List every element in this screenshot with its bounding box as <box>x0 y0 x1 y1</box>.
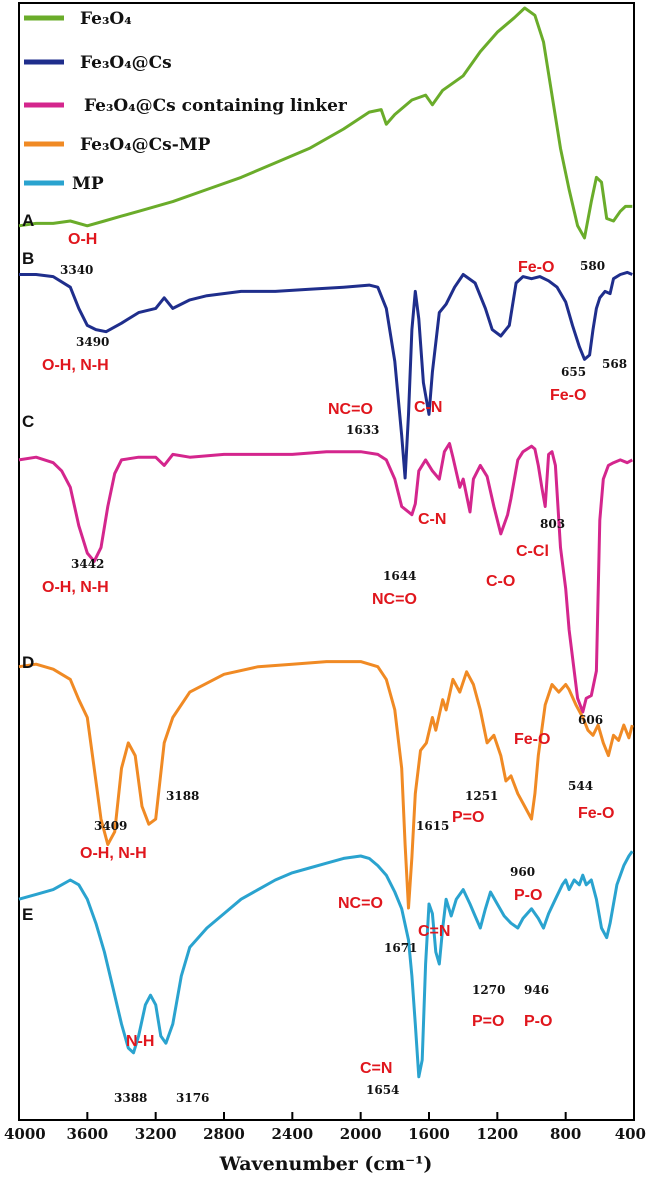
x-tick-label: 2000 <box>340 1125 382 1143</box>
series-line-d <box>18 660 634 910</box>
panel-letter: B <box>22 249 34 268</box>
plot-frame <box>18 2 635 1121</box>
legend-label-fe3o4-cs-mp: Fe₃O₄@Cs-MP <box>80 135 211 155</box>
peak-label: 1644 <box>383 569 416 583</box>
legend-label-fe3o4-cs: Fe₃O₄@Cs <box>80 53 172 73</box>
peak-label: 1671 <box>384 941 417 955</box>
x-axis-title: Wavenumber (cm⁻¹) <box>219 1153 433 1175</box>
peak-label: 3442 <box>71 557 104 571</box>
legend-label-mp: MP <box>72 174 104 194</box>
x-tick-label: 2400 <box>271 1125 313 1143</box>
series-layer <box>18 6 634 1079</box>
x-tick-label: 3600 <box>66 1125 108 1143</box>
panel-letter: C <box>22 412 34 431</box>
annotation-label: C=N <box>418 923 450 940</box>
annotation-label: Fe-O <box>578 805 614 822</box>
peak-label: 544 <box>568 779 593 793</box>
annotation-label: C-N <box>418 511 446 528</box>
annotation-label: Fe-O <box>550 387 586 404</box>
annotation-label: O-H <box>68 231 97 248</box>
x-tick-label: 3200 <box>135 1125 177 1143</box>
peak-label: 3176 <box>176 1091 209 1105</box>
annotation-label: C-Cl <box>516 543 549 560</box>
legend-label-linker: Fe₃O₄@Cs containing linker <box>84 96 348 116</box>
peak-label: 960 <box>510 865 535 879</box>
annotation-label: C=N <box>360 1060 392 1077</box>
peak-label: 580 <box>580 259 605 273</box>
peak-label: 3409 <box>94 819 127 833</box>
annotation-label: NC=O <box>338 895 383 912</box>
series-line-c <box>18 442 634 714</box>
panel-letter: A <box>22 211 34 230</box>
annotation-label: N-H <box>126 1033 154 1050</box>
series-line-a <box>18 6 633 240</box>
x-axis: 4000 3600 3200 2800 2400 2000 1600 1200 800 400 <box>4 1112 646 1143</box>
peak-label: 3340 <box>60 263 93 277</box>
x-tick-label: 1200 <box>476 1125 518 1143</box>
peak-label: 1270 <box>472 983 505 997</box>
annotation-label: Fe-O <box>518 259 554 276</box>
annotation-label: P=O <box>472 1013 504 1030</box>
annotation-label: O-H, N-H <box>80 845 147 862</box>
annotation-label: P-O <box>514 887 542 904</box>
x-tick-label: 2800 <box>203 1125 245 1143</box>
peak-label: 1654 <box>366 1083 399 1097</box>
series-line-e <box>18 850 634 1079</box>
peak-label: 1615 <box>416 819 449 833</box>
annotation-label: O-H, N-H <box>42 357 109 374</box>
peak-label: 655 <box>561 365 586 379</box>
peak-label: 3490 <box>76 335 109 349</box>
peak-label: 3388 <box>114 1091 147 1105</box>
peak-label: 606 <box>578 713 603 727</box>
panel-letter: D <box>22 653 34 672</box>
annotation-label: P=O <box>452 809 484 826</box>
annotation-label: P-O <box>524 1013 552 1030</box>
annotation-label: Fe-O <box>514 731 550 748</box>
x-tick-label: 4000 <box>4 1125 46 1143</box>
annotation-label: NC=O <box>328 401 373 418</box>
peak-label: 1251 <box>465 789 498 803</box>
x-tick-label: 800 <box>550 1125 581 1143</box>
panel-letter: E <box>22 905 33 924</box>
annotation-label: C-N <box>414 399 442 416</box>
x-tick-label: 400 <box>615 1125 646 1143</box>
peak-label: 946 <box>524 983 549 997</box>
peak-label: 3188 <box>166 789 199 803</box>
legend-label-fe3o4: Fe₃O₄ <box>80 9 132 29</box>
legend: Fe₃O₄ Fe₃O₄@Cs Fe₃O₄@Cs containing linke… <box>24 9 348 194</box>
annotation-label: C-O <box>486 573 515 590</box>
annotation-label: NC=O <box>372 591 417 608</box>
annotation-label: O-H, N-H <box>42 579 109 596</box>
peak-label: 568 <box>602 357 627 371</box>
peak-label: 803 <box>540 517 565 531</box>
x-tick-label: 1600 <box>408 1125 450 1143</box>
series-line-b <box>19 270 633 480</box>
peak-label: 1633 <box>346 423 379 437</box>
